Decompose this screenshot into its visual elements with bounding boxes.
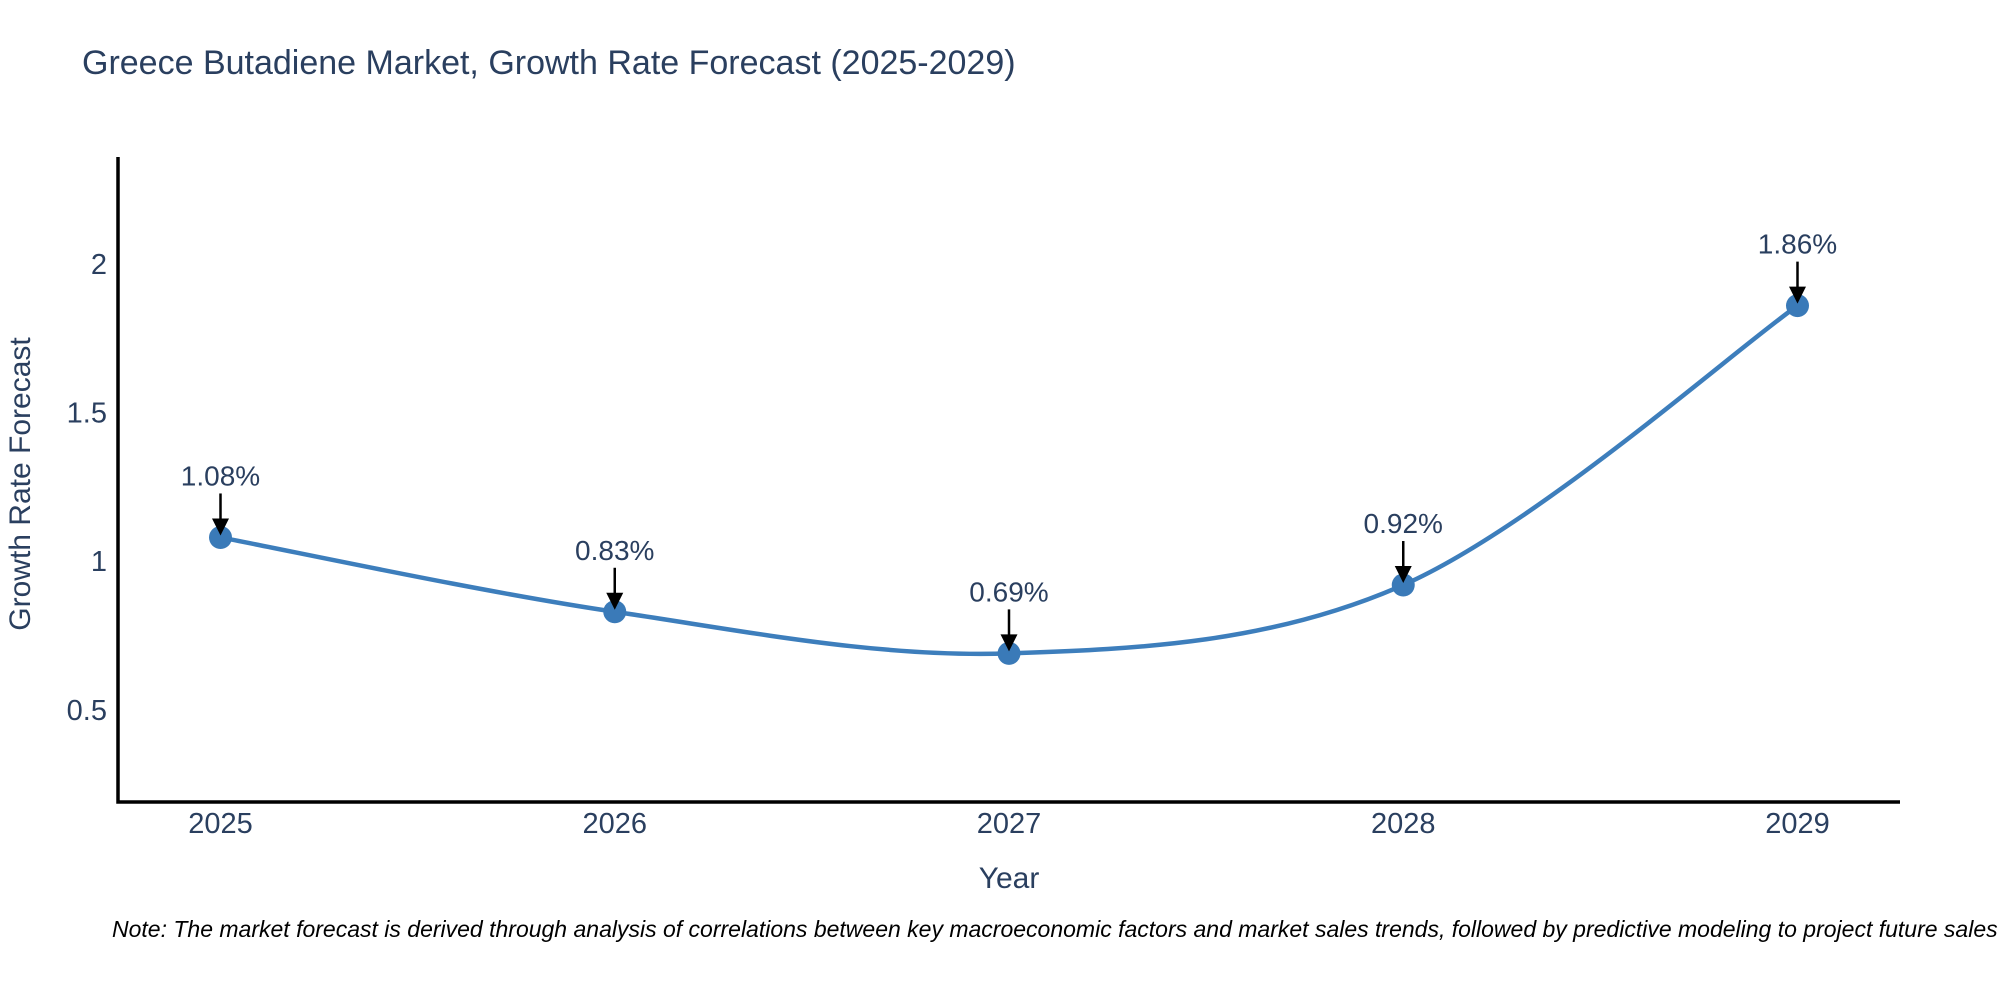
annotation-label: 0.83% bbox=[575, 535, 654, 566]
annotation-label: 1.86% bbox=[1758, 229, 1837, 260]
y-axis-title: Growth Rate Forecast bbox=[4, 337, 37, 631]
footnote: Note: The market forecast is derived thr… bbox=[112, 916, 1998, 942]
y-tick-label: 0.5 bbox=[67, 695, 107, 727]
axis-lines bbox=[116, 157, 1900, 804]
x-tick-label: 2027 bbox=[977, 808, 1042, 840]
data-point-marker bbox=[209, 525, 233, 549]
annotation-label: 1.08% bbox=[181, 460, 260, 491]
annotation-arrowhead bbox=[606, 592, 624, 610]
annotation-arrowhead bbox=[1788, 286, 1806, 304]
y-tick-label: 2 bbox=[91, 249, 107, 281]
annotation-label: 0.69% bbox=[969, 576, 1048, 607]
annotation-label: 0.92% bbox=[1364, 508, 1443, 539]
x-axis-title: Year bbox=[979, 862, 1040, 895]
y-tick-label: 1.5 bbox=[67, 398, 107, 430]
x-tick-label: 2028 bbox=[1371, 808, 1436, 840]
x-tick-label: 2029 bbox=[1765, 808, 1830, 840]
chart-title: Greece Butadiene Market, Growth Rate For… bbox=[82, 44, 1016, 82]
annotation-arrowhead bbox=[1000, 634, 1018, 652]
data-point-marker bbox=[1391, 573, 1415, 597]
annotation-arrowhead bbox=[212, 518, 230, 536]
x-tick-label: 2026 bbox=[582, 808, 647, 840]
annotation-arrowhead bbox=[1394, 566, 1412, 584]
x-tick-label: 2025 bbox=[188, 808, 253, 840]
data-point-marker bbox=[1785, 294, 1809, 318]
y-tick-label: 1 bbox=[91, 546, 107, 578]
data-point-marker bbox=[603, 600, 627, 624]
data-point-marker bbox=[997, 641, 1021, 665]
